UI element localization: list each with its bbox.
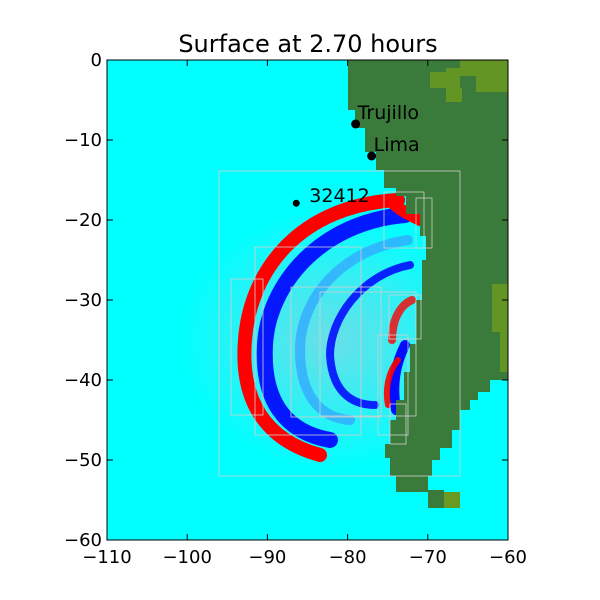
plot-area — [107, 60, 508, 540]
y-axis: 0 −10 −20 −30 −40 −50 −60 — [64, 50, 508, 551]
amr-patch — [377, 334, 409, 436]
amr-patch — [383, 191, 425, 249]
station-label: 32412 — [309, 185, 369, 207]
x-tick-label: −90 — [248, 547, 286, 568]
station-label: Lima — [374, 134, 420, 156]
station-label: Trujillo — [357, 102, 419, 124]
wave-band — [325, 261, 414, 409]
x-tick-label: −60 — [489, 547, 527, 568]
amr-patch — [254, 246, 362, 436]
amr-patch — [319, 291, 417, 417]
y-tick-label: −50 — [64, 450, 102, 471]
y-tick-label: −60 — [64, 530, 102, 551]
land-polygon — [460, 60, 492, 76]
amr-patch — [388, 294, 422, 340]
station-marker — [292, 199, 300, 207]
land-mass — [348, 60, 508, 508]
x-tick-label: −70 — [409, 547, 447, 568]
wave-field — [237, 193, 426, 462]
land-polygon — [492, 60, 508, 76]
amr-patch — [230, 278, 264, 416]
amr-patch — [389, 403, 407, 445]
x-axis: −110 −100 −90 −80 −70 −60 — [82, 60, 527, 568]
land-polygon — [446, 68, 460, 88]
wave-band — [237, 193, 405, 462]
y-tick-label: −30 — [64, 290, 102, 311]
y-tick-label: 0 — [91, 50, 102, 71]
wave-band — [256, 207, 413, 448]
land-polygon — [428, 490, 444, 508]
land-polygon — [444, 492, 460, 508]
land-polygon — [348, 60, 508, 492]
wave-band — [383, 357, 401, 408]
land-polygon — [446, 88, 462, 102]
wave-band — [294, 235, 413, 425]
amr-patch — [415, 197, 433, 249]
y-tick-label: −10 — [64, 130, 102, 151]
chart-title: Surface at 2.70 hours — [178, 30, 437, 58]
land-polygon — [430, 72, 446, 88]
x-tick-label: −80 — [329, 547, 367, 568]
land-polygon — [476, 76, 508, 92]
amr-patch — [290, 286, 382, 418]
land-polygon — [492, 284, 508, 332]
amr-patch — [218, 170, 461, 477]
x-tick-label: −100 — [162, 547, 211, 568]
wave-band — [389, 199, 426, 226]
y-tick-label: −40 — [64, 370, 102, 391]
station-marker — [367, 151, 377, 161]
y-tick-label: −20 — [64, 210, 102, 231]
stations: Trujillo Lima 32412 — [292, 102, 420, 207]
station-marker — [351, 119, 361, 129]
x-tick-label: −110 — [82, 547, 131, 568]
amr-patches — [218, 170, 461, 477]
land-polygon — [500, 332, 508, 372]
wave-band — [389, 340, 410, 415]
